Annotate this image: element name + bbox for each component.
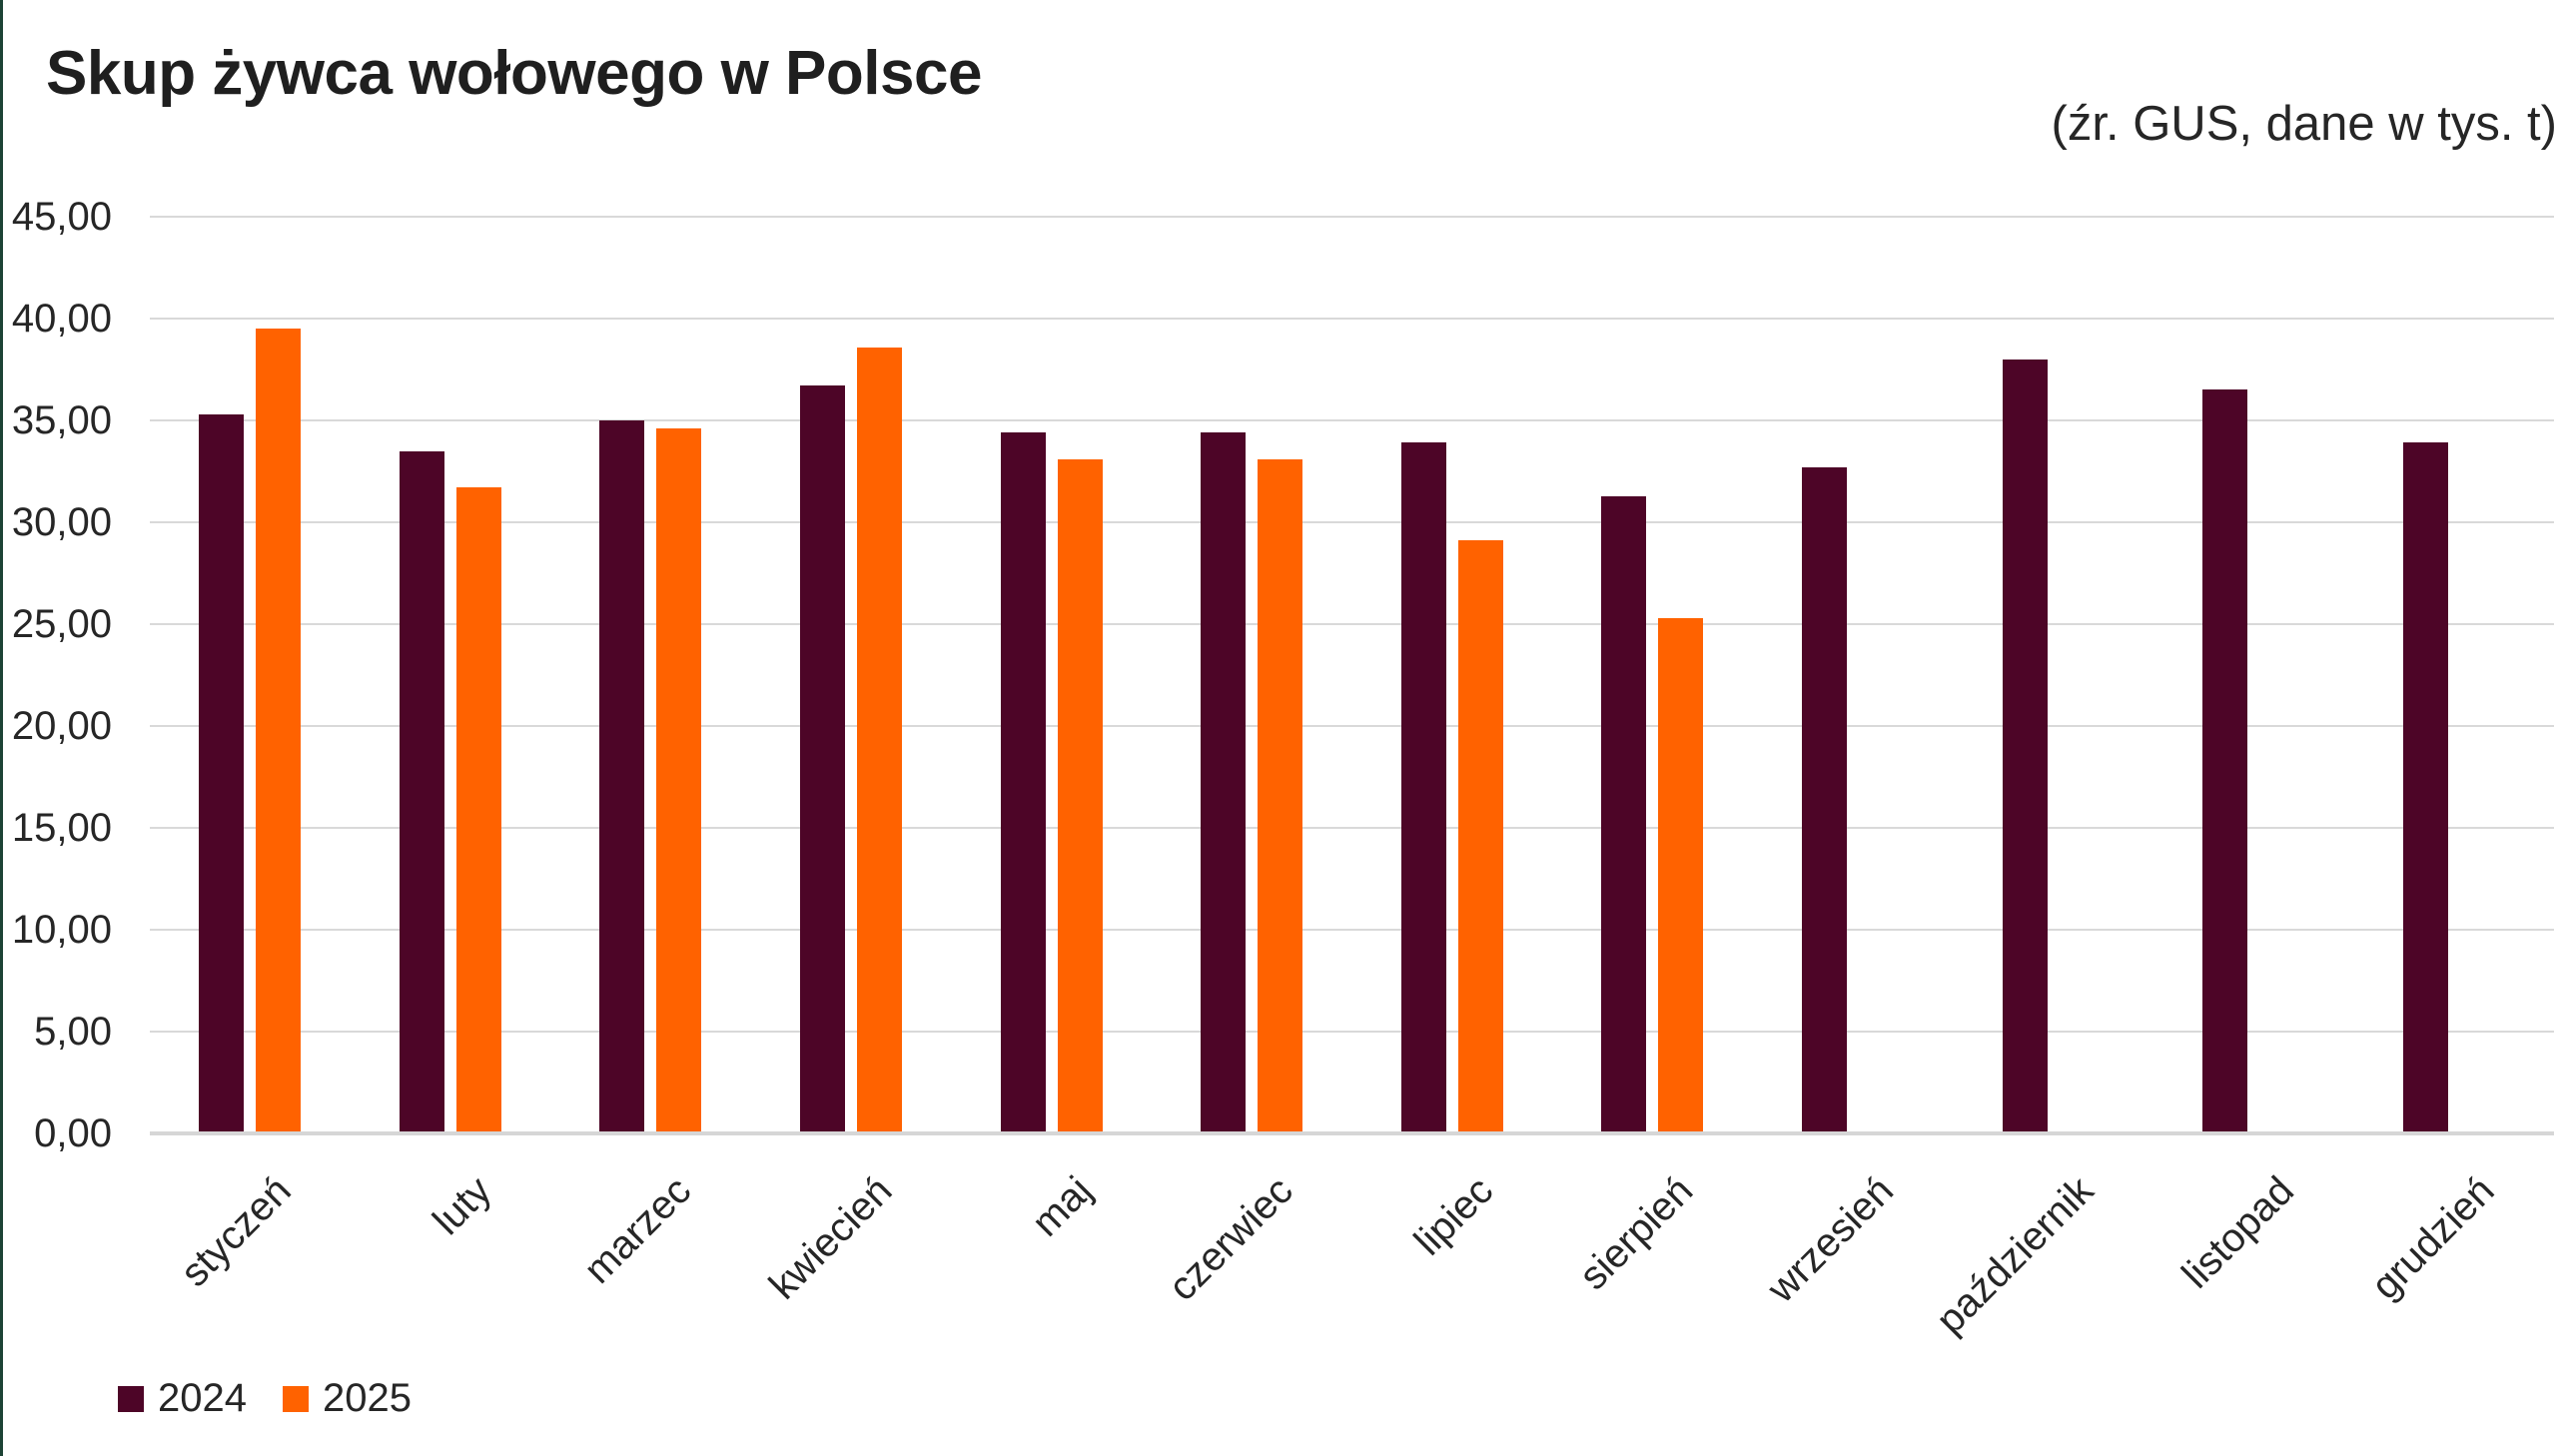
bar-2025-styczeń <box>256 329 302 1131</box>
bar-2025-kwiecień <box>857 347 903 1131</box>
bar-2024-marzec <box>599 420 645 1131</box>
x-axis-label-czerwiec: czerwiec <box>1160 1168 1301 1310</box>
y-axis-tick-label: 30,00 <box>11 500 112 544</box>
bar-2025-marzec <box>656 428 702 1131</box>
legend-swatch-2025 <box>282 1385 309 1412</box>
x-axis-label-luty: luty <box>424 1168 499 1244</box>
gridline <box>150 419 2554 421</box>
x-axis-label-marzec: marzec <box>575 1168 700 1292</box>
x-axis-label-sierpień: sierpień <box>1571 1168 1702 1299</box>
legend-item-2024: 2024 <box>118 1376 247 1421</box>
y-axis-tick-label: 40,00 <box>11 297 112 341</box>
bar-2024-wrzesień <box>1801 466 1847 1131</box>
gridline <box>150 1031 2554 1033</box>
bar-2024-maj <box>1000 432 1046 1131</box>
y-axis-tick-label: 0,00 <box>34 1111 112 1155</box>
y-axis-tick-label: 35,00 <box>11 398 112 442</box>
legend-label-2025: 2025 <box>322 1376 412 1420</box>
gridline <box>150 216 2554 218</box>
x-axis-label-styczeń: styczeń <box>172 1168 300 1296</box>
gridline <box>150 725 2554 727</box>
bar-2025-czerwiec <box>1258 458 1303 1131</box>
bar-2024-lipiec <box>1400 442 1446 1131</box>
legend-item-2025: 2025 <box>282 1376 412 1421</box>
bar-2024-styczeń <box>199 413 245 1131</box>
y-axis-tick-label: 20,00 <box>11 704 112 748</box>
gridline <box>150 623 2554 625</box>
x-axis-label-październik: październik <box>1928 1168 2103 1343</box>
y-axis-tick-label: 25,00 <box>11 602 112 646</box>
gridline <box>150 318 2554 320</box>
legend-label-2024: 2024 <box>158 1376 247 1420</box>
x-axis-label-wrzesień: wrzesień <box>1759 1168 1903 1311</box>
x-axis-line <box>150 1131 2554 1135</box>
left-edge-accent <box>0 0 3 1456</box>
y-axis-tick-label: 5,00 <box>34 1010 112 1054</box>
gridline <box>150 827 2554 829</box>
x-axis-label-maj: maj <box>1024 1168 1101 1245</box>
x-axis-label-listopad: listopad <box>2173 1168 2303 1297</box>
gridline <box>150 521 2554 523</box>
chart-title: Skup żywca wołowego w Polsce <box>46 39 982 108</box>
bar-2024-grudzień <box>2402 442 2448 1131</box>
bar-2024-kwiecień <box>800 385 846 1131</box>
x-axis-label-kwiecień: kwiecień <box>760 1168 901 1308</box>
bar-2024-listopad <box>2202 389 2248 1131</box>
bar-2024-sierpień <box>1601 495 1647 1131</box>
legend-swatch-2024 <box>118 1385 144 1412</box>
source-note: (źr. GUS, dane w tys. t) <box>2051 97 2557 151</box>
bar-2024-luty <box>399 450 444 1131</box>
bar-2025-luty <box>455 487 501 1131</box>
y-axis-tick-label: 45,00 <box>11 195 112 239</box>
bar-2025-maj <box>1057 458 1103 1131</box>
y-axis-tick-label: 10,00 <box>11 908 112 952</box>
bar-2024-czerwiec <box>1201 432 1247 1131</box>
chart-legend: 2024 2025 <box>118 1376 447 1421</box>
bar-2024-październik <box>2002 359 2048 1131</box>
x-axis-label-lipiec: lipiec <box>1405 1168 1501 1264</box>
bar-2025-lipiec <box>1457 540 1503 1131</box>
gridline <box>150 929 2554 931</box>
bar-2025-sierpień <box>1658 617 1704 1131</box>
y-axis-tick-label: 15,00 <box>11 806 112 850</box>
x-axis-label-grudzień: grudzień <box>2363 1168 2503 1308</box>
